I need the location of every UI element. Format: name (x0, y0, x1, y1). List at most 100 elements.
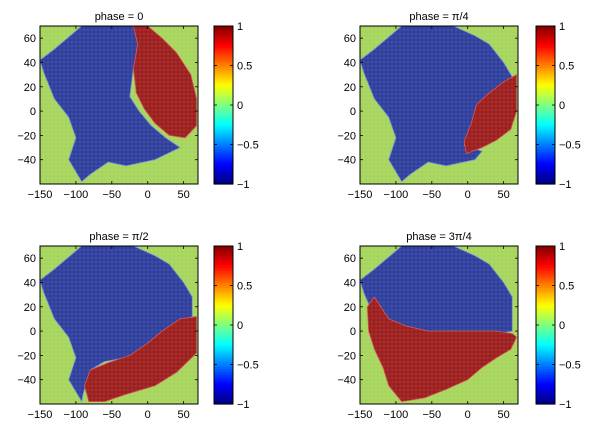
colorbar-step (536, 283, 555, 287)
colorbar-step (214, 381, 233, 385)
colorbar-step (536, 181, 555, 185)
colorbar-step (214, 394, 233, 398)
colorbar-step (214, 72, 233, 76)
colorbar-step (214, 67, 233, 72)
panel-title: phase = 0 (95, 11, 144, 23)
colorbar-step (536, 40, 555, 44)
colorbar-step (536, 334, 555, 338)
colorbar-step (214, 384, 233, 388)
colorbar: 1 0.5 0 −0.5 −1 (535, 21, 581, 191)
colorbar-step (214, 156, 233, 160)
colorbar-step (536, 302, 555, 306)
colorbar-step (536, 386, 555, 390)
colorbar-step (536, 312, 555, 316)
colorbar-step (536, 307, 555, 311)
colorbar-step (536, 92, 555, 96)
colorbar-step (214, 181, 233, 185)
y-tick-label: 60 (24, 253, 36, 265)
colorbar-step (536, 30, 555, 35)
x-tick-label: −150 (348, 189, 373, 201)
colorbar-step (536, 95, 555, 99)
colorbar-step (214, 268, 233, 272)
colorbar-step (214, 85, 233, 89)
colorbar-step (214, 117, 233, 121)
colorbar-step (214, 129, 233, 133)
colorbar-step (536, 77, 555, 81)
colorbar-step (214, 112, 233, 116)
y-tick-label: 0 (30, 106, 36, 118)
colorbar-step (214, 90, 233, 94)
colorbar-step (536, 70, 555, 74)
colorbar-step (214, 396, 233, 400)
colorbar-step (214, 119, 233, 123)
colorbar-step (214, 102, 233, 106)
colorbar-step (214, 124, 233, 128)
x-tick-label: −50 (422, 189, 441, 201)
y-tick-label: 60 (24, 33, 36, 45)
colorbar-step (214, 75, 233, 79)
x-tick-label: −100 (384, 409, 409, 421)
colorbar-step (214, 146, 233, 151)
colorbar-step (536, 268, 555, 272)
colorbar-step (536, 43, 555, 47)
colorbar-step (536, 159, 555, 163)
colorbar-step (214, 310, 233, 314)
panel-title: phase = π/4 (409, 11, 468, 23)
y-tick-label: −40 (337, 375, 356, 387)
colorbar-step (214, 297, 233, 301)
colorbar-step (214, 164, 233, 168)
colorbar: 1 0.5 0 −0.5 −1 (535, 241, 581, 411)
colorbar-step (214, 50, 233, 54)
colorbar-step (536, 80, 555, 84)
colorbar-step (536, 371, 555, 375)
colorbar-step (214, 43, 233, 47)
colorbar-step (536, 132, 555, 136)
colorbar-step (214, 285, 233, 289)
colorbar-step (536, 317, 555, 321)
colorbar-step (214, 354, 233, 358)
colorbar-step (536, 60, 555, 64)
colorbar-step (536, 146, 555, 151)
colorbar-step (214, 270, 233, 274)
colorbar-step (214, 389, 233, 393)
colorbar-step (214, 317, 233, 321)
colorbar-step (214, 332, 233, 336)
y-tick-label: 40 (344, 277, 356, 289)
colorbar-step (214, 344, 233, 348)
colorbar-step (214, 65, 233, 69)
colorbar-step (536, 332, 555, 336)
colorbar-step (536, 142, 555, 146)
colorbar-step (214, 359, 233, 363)
y-tick-label: 60 (344, 33, 356, 45)
colorbar-tick-label: −1 (559, 179, 572, 191)
colorbar-step (536, 166, 555, 170)
y-tick-label: 0 (30, 326, 36, 338)
colorbar-step (536, 119, 555, 123)
colorbar-step (214, 77, 233, 81)
colorbar-step (214, 45, 233, 49)
colorbar-step (536, 107, 555, 111)
colorbar-step (214, 320, 233, 324)
panel-2: −150 −100 −50 0 50 60 40 20 0 −20 −40 phase = π/4 1 0… (337, 11, 580, 201)
colorbar-step (214, 280, 233, 284)
panel-title: phase = 3π/4 (406, 231, 471, 243)
colorbar-step (214, 287, 233, 292)
colorbar-step (214, 339, 233, 343)
colorbar-step (214, 159, 233, 163)
region-positive (84, 316, 198, 403)
colorbar-step (214, 55, 233, 59)
colorbar-step (536, 75, 555, 79)
colorbar-step (214, 149, 233, 153)
y-tick-label: 0 (350, 106, 356, 118)
colorbar-step (536, 246, 555, 250)
region-positive (463, 74, 517, 155)
colorbar-step (214, 260, 233, 264)
colorbar-step (536, 38, 555, 42)
colorbar-step (536, 112, 555, 116)
colorbar-step (536, 144, 555, 148)
colorbar-step (536, 45, 555, 49)
colorbar-step (214, 26, 233, 30)
region-negative (40, 26, 181, 183)
colorbar-step (214, 95, 233, 99)
